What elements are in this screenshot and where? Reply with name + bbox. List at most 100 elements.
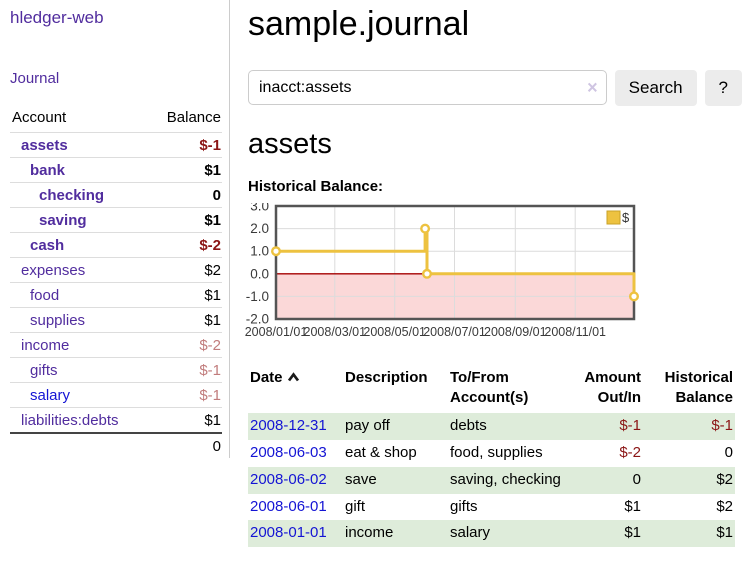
register-cell-amount: $1 xyxy=(624,497,641,515)
account-row: bank $1 xyxy=(10,157,222,183)
register-cell-description: save xyxy=(345,470,377,488)
register-cell-accounts: food, supplies xyxy=(450,444,543,462)
register-col-description: Description xyxy=(345,369,428,387)
account-balance: $1 xyxy=(148,207,222,233)
svg-text:3.0: 3.0 xyxy=(250,203,269,214)
register-cell-balance: 0 xyxy=(724,444,733,462)
account-balance: $1 xyxy=(148,157,222,183)
transaction-date-link[interactable]: 2008-06-02 xyxy=(250,470,327,488)
register-cell-amount: $1 xyxy=(624,524,641,542)
account-link-food[interactable]: food xyxy=(30,286,60,304)
register-cell-accounts: salary xyxy=(450,524,491,542)
transaction-date-link[interactable]: 2008-01-01 xyxy=(250,524,327,542)
register-cell-balance: $2 xyxy=(716,497,733,515)
account-row: supplies $1 xyxy=(10,307,222,333)
sidebar-item-journal[interactable]: Journal xyxy=(10,70,60,87)
account-link-saving[interactable]: saving xyxy=(39,211,87,229)
accounts-col-balance: Balance xyxy=(166,109,221,126)
svg-text:-1.0: -1.0 xyxy=(246,289,269,304)
clear-search-icon[interactable]: × xyxy=(587,77,598,98)
register-cell-description: income xyxy=(345,524,394,542)
register-table: Date Description To/From Account(s) Amount … xyxy=(248,366,735,548)
account-row: gifts $-1 xyxy=(10,357,222,383)
transaction-date-link[interactable]: 2008-06-01 xyxy=(250,497,327,515)
account-balance: $-1 xyxy=(148,132,222,158)
account-link-supplies[interactable]: supplies xyxy=(30,311,86,329)
account-row: checking 0 xyxy=(10,182,222,208)
account-row: liabilities:debts $1 xyxy=(10,407,222,433)
accounts-total-row: 0 xyxy=(10,432,222,458)
account-balance: $-2 xyxy=(148,332,222,358)
svg-text:$: $ xyxy=(622,210,630,225)
search-input[interactable] xyxy=(248,70,607,105)
transaction-date-link[interactable]: 2008-12-31 xyxy=(250,417,327,435)
account-balance: $-2 xyxy=(148,232,222,258)
register-cell-amount: $-1 xyxy=(619,417,641,435)
register-col-date: Date xyxy=(248,366,343,413)
account-link-bank[interactable]: bank xyxy=(30,161,66,179)
account-link-liabilities-debts[interactable]: liabilities:debts xyxy=(21,411,119,429)
account-link-checking[interactable]: checking xyxy=(39,186,105,204)
page-title: sample.journal xyxy=(248,5,470,43)
sidebar: hledger-web Journal Account Balance asse… xyxy=(0,0,230,458)
register-row: 2008-01-01 income salary $1 $1 xyxy=(248,520,735,548)
svg-text:1.0: 1.0 xyxy=(250,244,269,259)
register-cell-accounts: debts xyxy=(450,417,487,435)
account-row: expenses $2 xyxy=(10,257,222,283)
register-cell-balance: $2 xyxy=(716,470,733,488)
account-balance: 0 xyxy=(148,182,222,208)
register-cell-description: eat & shop xyxy=(345,444,417,462)
main-content: sample.journal × Search ? assets Histori… xyxy=(245,0,742,548)
account-link-expenses[interactable]: expenses xyxy=(21,261,86,279)
account-link-income[interactable]: income xyxy=(21,336,70,354)
search-help-button[interactable]: ? xyxy=(704,69,742,106)
register-cell-date: 2008-12-31 xyxy=(248,413,343,440)
account-link-cash[interactable]: cash xyxy=(30,236,65,254)
account-row: food $1 xyxy=(10,282,222,308)
account-balance: $-1 xyxy=(148,357,222,383)
account-heading: assets xyxy=(248,127,332,160)
register-col-to-from-account-s-: To/From Account(s) xyxy=(450,369,529,406)
account-link-assets[interactable]: assets xyxy=(21,136,68,154)
account-link-salary[interactable]: salary xyxy=(30,386,71,404)
account-balance: $1 xyxy=(148,282,222,308)
search-button[interactable]: Search xyxy=(614,69,697,106)
register-row: 2008-06-02 save saving, checking 0 $2 xyxy=(248,466,735,494)
sort-asc-icon xyxy=(287,368,300,388)
svg-text:2.0: 2.0 xyxy=(250,221,269,236)
register-col-historical-balance: Historical Balance xyxy=(664,369,733,406)
account-row: saving $1 xyxy=(10,207,222,233)
chart-canvas: $3.0 2.0 1.0 0.0 -1.0 -2.02008/01/012008/03/0… xyxy=(245,203,640,339)
svg-text:2008/09/01: 2008/09/01 xyxy=(484,325,547,339)
register-header-row: Date Description To/From Account(s) Amount … xyxy=(248,366,735,413)
accounts-col-account: Account xyxy=(12,109,67,126)
svg-text:2008/11/01: 2008/11/01 xyxy=(544,325,606,339)
register-cell-balance: $-1 xyxy=(711,417,733,435)
register-row: 2008-12-31 pay off debts $-1 $-1 xyxy=(248,413,735,441)
transaction-date-link[interactable]: 2008-06-03 xyxy=(250,444,327,462)
register-cell-description: gift xyxy=(345,497,366,515)
svg-text:0.0: 0.0 xyxy=(250,267,269,282)
app-title-link[interactable]: hledger-web xyxy=(10,8,104,27)
account-balance: $1 xyxy=(148,407,222,433)
search-bar: × Search ? xyxy=(248,69,742,106)
account-row: income $-2 xyxy=(10,332,222,358)
account-row: salary $-1 xyxy=(10,382,222,408)
register-cell-accounts: gifts xyxy=(450,497,478,515)
register-row: 2008-06-01 gift gifts $1 $2 xyxy=(248,494,735,521)
register-cell-date: 2008-06-03 xyxy=(248,440,343,467)
accounts-total-balance: 0 xyxy=(148,432,222,458)
register-row: 2008-06-03 eat & shop food, supplies $-2 0 xyxy=(248,440,735,467)
account-balance: $1 xyxy=(148,307,222,333)
svg-text:2008/03/01: 2008/03/01 xyxy=(304,325,367,339)
svg-text:2008/05/01: 2008/05/01 xyxy=(363,325,426,339)
account-link-gifts[interactable]: gifts xyxy=(30,361,58,379)
svg-text:-2.0: -2.0 xyxy=(246,312,269,327)
account-row: assets $-1 xyxy=(10,132,222,158)
register-cell-accounts: saving, checking xyxy=(450,470,561,488)
chart-label: Historical Balance: xyxy=(248,178,384,196)
accounts-header-row: Account Balance xyxy=(10,106,222,133)
register-cell-balance: $1 xyxy=(716,524,733,542)
register-col-amount-out-in: Amount Out/In xyxy=(584,369,641,406)
register-cell-date: 2008-06-01 xyxy=(248,494,343,521)
